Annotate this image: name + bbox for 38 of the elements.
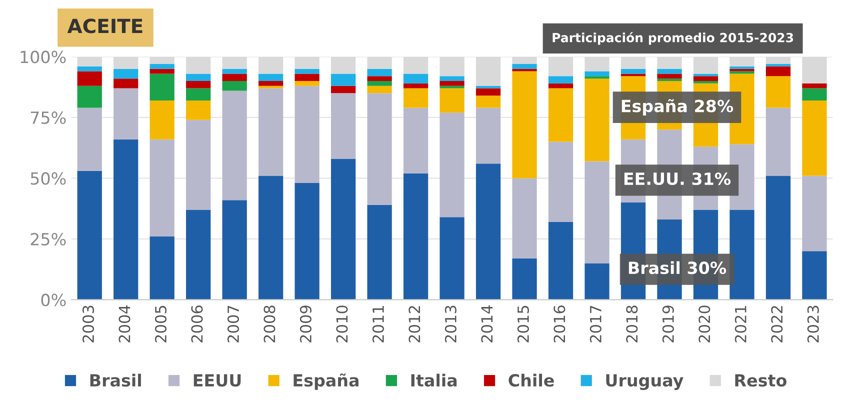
x-tick-label: 2015 (517, 306, 529, 342)
legend-label: Resto (735, 374, 786, 387)
x-tick-label: 2010 (336, 306, 348, 342)
legend-label: España (294, 373, 358, 390)
x-tick-label: 2019 (662, 306, 674, 342)
x-tick-label: 2012 (408, 306, 420, 342)
legend-label: Italia (411, 374, 457, 387)
x-tick-label: 2013 (444, 306, 456, 342)
x-tick-label: 2023 (807, 306, 819, 342)
chart-subtitle: Participación promedio 2015-2023 (552, 32, 794, 45)
legend-label: Brasil (90, 374, 141, 387)
annotation: Brasil 30% (628, 261, 726, 274)
x-tick-label: 2009 (300, 306, 312, 342)
annotation: EE.UU. 31% (624, 172, 731, 186)
x-tick-label: 2008 (264, 306, 276, 342)
legend-label: Chile (508, 374, 554, 387)
x-tick-label: 2016 (554, 306, 566, 342)
x-tick-label: 2007 (227, 306, 240, 342)
x-tick-label: 2011 (372, 306, 384, 342)
x-tick-label: 2022 (771, 306, 783, 342)
x-tick-label: 2006 (191, 306, 203, 342)
annotation: España 28% (622, 99, 734, 116)
chart-title: ACEITE (67, 18, 142, 34)
y-tick-label: 75% (30, 111, 66, 124)
y-tick-label: 100% (20, 50, 66, 64)
y-tick-label: 50% (30, 172, 66, 185)
legend-label: EEUU (194, 374, 241, 387)
x-tick-label: 2004 (118, 305, 130, 342)
x-tick-label: 2018 (626, 306, 638, 342)
y-tick-label: 0% (41, 294, 66, 306)
x-tick-label: 2003 (82, 306, 94, 342)
legend-label: Uruguay (606, 374, 684, 390)
x-tick-label: 2020 (698, 306, 710, 342)
x-tick-label: 2005 (154, 306, 167, 342)
y-tick-label: 25% (30, 232, 66, 246)
x-tick-label: 2021 (734, 306, 746, 342)
x-tick-label: 2017 (590, 306, 602, 342)
x-tick-label: 2014 (481, 305, 493, 342)
